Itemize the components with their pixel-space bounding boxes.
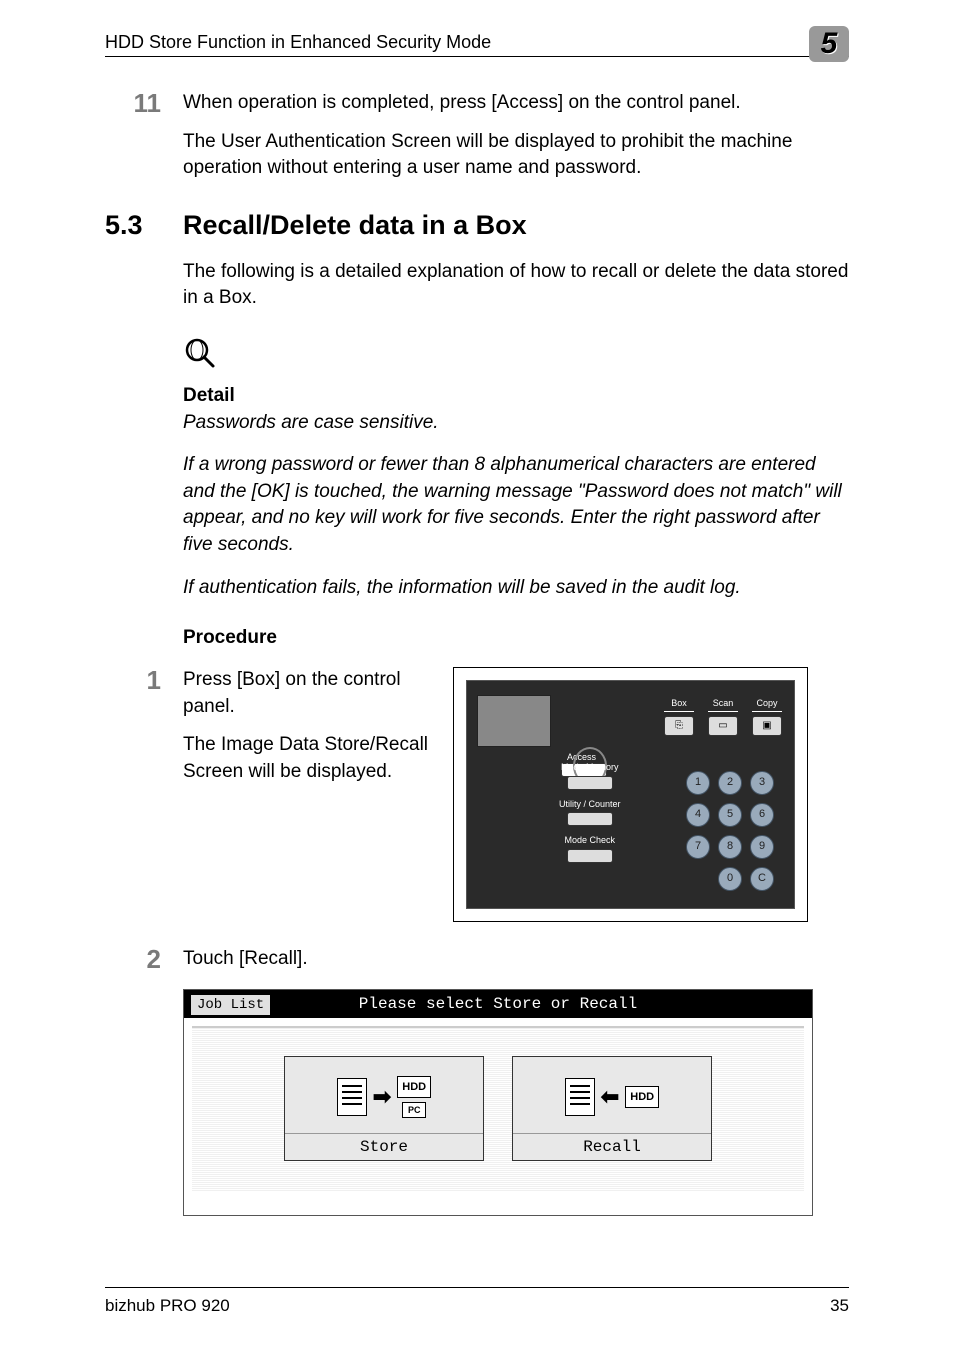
arrow-right-icon: ➡	[373, 1084, 391, 1110]
keypad-9[interactable]: 9	[750, 835, 774, 859]
keypad-6[interactable]: 6	[750, 803, 774, 827]
section-number: 5.3	[105, 210, 183, 241]
keypad-2[interactable]: 2	[718, 771, 742, 795]
section-title: Recall/Delete data in a Box	[183, 210, 527, 241]
keypad-8[interactable]: 8	[718, 835, 742, 859]
store-option[interactable]: ➡ HDD PC Store	[284, 1056, 484, 1161]
keypad-3[interactable]: 3	[750, 771, 774, 795]
step-2-text: Touch [Recall].	[183, 946, 849, 973]
keypad-0[interactable]: 0	[718, 867, 742, 891]
footer-page: 35	[830, 1296, 849, 1316]
keypad-1[interactable]: 1	[686, 771, 710, 795]
copy-label: Copy	[752, 697, 782, 712]
step-1-number: 1	[105, 667, 183, 922]
screen-title: Please select Store or Recall	[359, 995, 637, 1013]
section-intro: The following is a detailed explanation …	[183, 259, 849, 312]
footer-model: bizhub PRO 920	[105, 1296, 230, 1316]
scan-label: Scan	[708, 697, 738, 712]
step-11-number: 11	[105, 90, 183, 182]
utility-counter-button[interactable]: Utility / Counter	[559, 798, 621, 827]
detail-p3: If authentication fails, the information…	[183, 575, 849, 602]
copy-button[interactable]: Copy ▣	[752, 697, 782, 736]
keypad-c[interactable]: C	[750, 867, 774, 891]
hdd-icon: HDD	[625, 1086, 659, 1108]
mode-check-button[interactable]: Mode Check	[559, 834, 621, 863]
box-button[interactable]: Box ⎘	[664, 697, 694, 736]
arrow-left-icon: ⬅	[601, 1084, 619, 1110]
lcd-screen	[477, 695, 551, 747]
pc-icon: PC	[402, 1102, 426, 1118]
scan-button[interactable]: Scan ▭	[708, 697, 738, 736]
step-11-subtext: The User Authentication Screen will be d…	[183, 129, 849, 182]
detail-p1: Passwords are case sensitive.	[183, 410, 849, 437]
box-label: Box	[664, 697, 694, 712]
control-panel-figure: Box ⎘ Scan ▭ Copy ▣ Access	[453, 667, 808, 922]
mode-check-label: Mode Check	[559, 834, 621, 847]
keypad-7[interactable]: 7	[686, 835, 710, 859]
numeric-keypad: 1 2 3 4 5 6 7 8 9 0 C	[686, 771, 774, 891]
hdd-icon: HDD	[397, 1076, 431, 1098]
recall-option[interactable]: ⬅ HDD Recall	[512, 1056, 712, 1161]
box-key-icon: ⎘	[664, 716, 694, 736]
mode-memory-button[interactable]: Mode Memory	[559, 761, 621, 790]
step-1-text: Press [Box] on the control panel.	[183, 667, 433, 720]
chapter-number: 5	[821, 27, 838, 61]
job-list-button[interactable]: Job List	[190, 994, 271, 1016]
chapter-badge: 5	[809, 26, 849, 62]
scan-key-icon: ▭	[708, 716, 738, 736]
header-title: HDD Store Function in Enhanced Security …	[105, 32, 491, 53]
mode-memory-label: Mode Memory	[559, 761, 621, 774]
document-icon	[565, 1078, 595, 1116]
keypad-4[interactable]: 4	[686, 803, 710, 827]
document-icon	[337, 1078, 367, 1116]
procedure-heading: Procedure	[183, 627, 849, 649]
utility-counter-label: Utility / Counter	[559, 798, 621, 811]
copy-key-icon: ▣	[752, 716, 782, 736]
step-11-text: When operation is completed, press [Acce…	[183, 90, 849, 117]
detail-p2: If a wrong password or fewer than 8 alph…	[183, 452, 849, 558]
magnifier-icon	[183, 336, 849, 377]
store-label: Store	[285, 1133, 483, 1156]
step-2-number: 2	[105, 946, 183, 973]
keypad-5[interactable]: 5	[718, 803, 742, 827]
recall-label: Recall	[513, 1133, 711, 1156]
step-1-subtext: The Image Data Store/Recall Screen will …	[183, 732, 433, 785]
detail-heading: Detail	[183, 383, 849, 410]
touch-screen-figure: Job List Please select Store or Recall ➡…	[183, 989, 813, 1216]
